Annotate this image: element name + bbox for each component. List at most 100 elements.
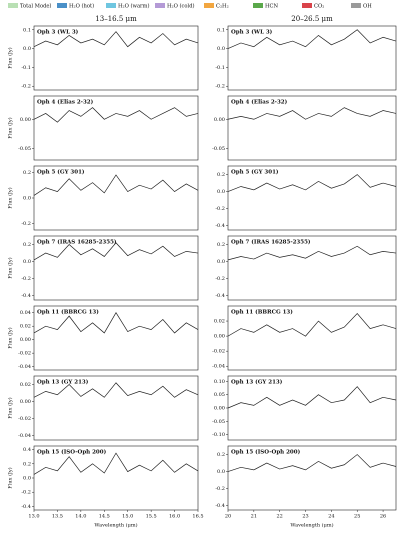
y-tick-label: 0.2 [23, 461, 31, 467]
spectrum-line [33, 174, 199, 196]
y-tick-label: 0.2 [217, 452, 225, 458]
x-tick-label: 22 [277, 514, 283, 520]
x-tick-label: 13.0 [28, 514, 39, 520]
plot-frame [227, 305, 397, 371]
panel-title: Oph 4 (Elias 2-32) [231, 99, 288, 106]
plot-frame [33, 95, 199, 161]
x-tick-label: 15.0 [122, 514, 133, 520]
y-tick-label: 0.0 [217, 189, 225, 195]
y-tick-label: -0.02 [18, 416, 31, 422]
legend-swatch [253, 3, 263, 8]
y-tick-label: -0.05 [18, 146, 31, 152]
x-tick-label: 13.5 [52, 514, 63, 520]
y-tick-label: 0.0 [23, 196, 31, 202]
y-tick-label: 0.05 [214, 392, 225, 398]
y-tick-label: -0.1 [215, 65, 225, 71]
y-tick-label: 0.2 [23, 170, 31, 176]
y-tick-label: -0.4 [215, 503, 225, 509]
x-tick-label: 20 [225, 514, 231, 520]
spectrum-line [227, 454, 397, 472]
legend-label: H₂O (cold) [167, 3, 195, 10]
legend-swatch [57, 3, 67, 8]
plot-frame [227, 25, 397, 91]
y-tick-label: -0.04 [212, 364, 225, 370]
plot-frame [227, 445, 397, 511]
y-tick-label: 0.1 [23, 27, 31, 33]
y-tick-label: -0.4 [21, 293, 31, 299]
panel-title: Oph 7 (IRAS 16285-2355) [231, 239, 311, 246]
legend-label: OH [363, 4, 372, 10]
x-tick-label: 16.0 [169, 514, 180, 520]
spectrum-line [33, 31, 199, 48]
plot-frame [33, 305, 199, 371]
spectrum-line [227, 313, 397, 337]
y-tick-label: 0.0 [23, 259, 31, 265]
y-tick-label: 0.0 [217, 469, 225, 475]
x-tick-label: 14.0 [75, 514, 86, 520]
y-axis-label: Flux (Jy) [7, 327, 14, 348]
x-axis-label: Wavelength (μm) [290, 522, 333, 529]
y-tick-label: 0.2 [23, 242, 31, 248]
panel-title: Oph 15 (ISO-Oph 200) [37, 449, 107, 456]
plot-frame [227, 235, 397, 301]
y-tick-label: 0.0 [217, 259, 225, 265]
x-tick-label: 25 [354, 514, 360, 520]
column-title: 20–26.5 μm [291, 15, 333, 23]
y-tick-label: 0.02 [20, 382, 31, 388]
y-tick-label: -0.1 [21, 65, 31, 71]
panel-title: Oph 5 (GY 301) [37, 169, 85, 176]
x-tick-label: 26 [380, 514, 386, 520]
y-tick-label: 0.1 [217, 27, 225, 33]
spectrum-line [227, 107, 397, 120]
x-tick-label: 14.5 [99, 514, 110, 520]
y-tick-label: -0.2 [21, 84, 31, 90]
legend-label: HCN [265, 4, 278, 10]
y-tick-label: -0.04 [18, 364, 31, 370]
column-title: 13–16.5 μm [95, 15, 137, 23]
plot-frame [33, 25, 199, 91]
x-axis-label: Wavelength (μm) [94, 522, 137, 529]
spectrum-line [227, 386, 397, 409]
legend-swatch [8, 3, 18, 8]
y-tick-label: 0.02 [20, 324, 31, 330]
y-tick-label: 0.00 [214, 117, 225, 123]
y-tick-label: -0.2 [21, 221, 31, 227]
spectrum-line [33, 107, 199, 123]
y-tick-label: -0.2 [21, 276, 31, 282]
y-tick-label: 0.00 [214, 334, 225, 340]
panel-title: Oph 11 (BBRCG 13) [231, 309, 293, 316]
y-tick-label: 0.00 [214, 406, 225, 412]
legend-label: H₂O (warm) [118, 3, 150, 10]
y-axis-label: Flux (Jy) [7, 187, 14, 208]
spectrum-line [227, 245, 397, 261]
y-axis-label: Flux (Jy) [7, 397, 14, 418]
legend-swatch [155, 3, 165, 8]
y-tick-label: 0.00 [20, 117, 31, 123]
y-tick-label: 0.0 [217, 46, 225, 52]
y-tick-label: -0.4 [215, 223, 225, 229]
x-tick-label: 15.5 [146, 514, 157, 520]
legend-label: CO₂ [314, 4, 324, 10]
y-tick-label: 0.2 [217, 172, 225, 178]
panel-title: Oph 11 (BBRCG 13) [37, 309, 99, 316]
plot-frame [33, 375, 199, 441]
y-tick-label: 0.02 [214, 319, 225, 325]
y-tick-label: -0.2 [215, 84, 225, 90]
y-tick-label: -0.2 [21, 490, 31, 496]
y-tick-label: -0.02 [18, 351, 31, 357]
legend-label: H₂O (hot) [69, 3, 94, 10]
panel-title: Oph 7 (IRAS 16285-2355) [37, 239, 117, 246]
y-tick-label: 0.2 [217, 242, 225, 248]
legend-swatch [351, 3, 361, 8]
y-axis-label: Flux (Jy) [7, 257, 14, 278]
y-tick-label: 0.0 [23, 46, 31, 52]
spectrum-line [33, 242, 199, 261]
legend-swatch [106, 3, 116, 8]
plot-frame [227, 165, 397, 231]
spectrum-line [227, 174, 397, 192]
x-tick-label: 23 [302, 514, 308, 520]
panel-title: Oph 5 (GY 301) [231, 169, 279, 176]
panel-title: Oph 13 (GY 213) [37, 379, 89, 386]
